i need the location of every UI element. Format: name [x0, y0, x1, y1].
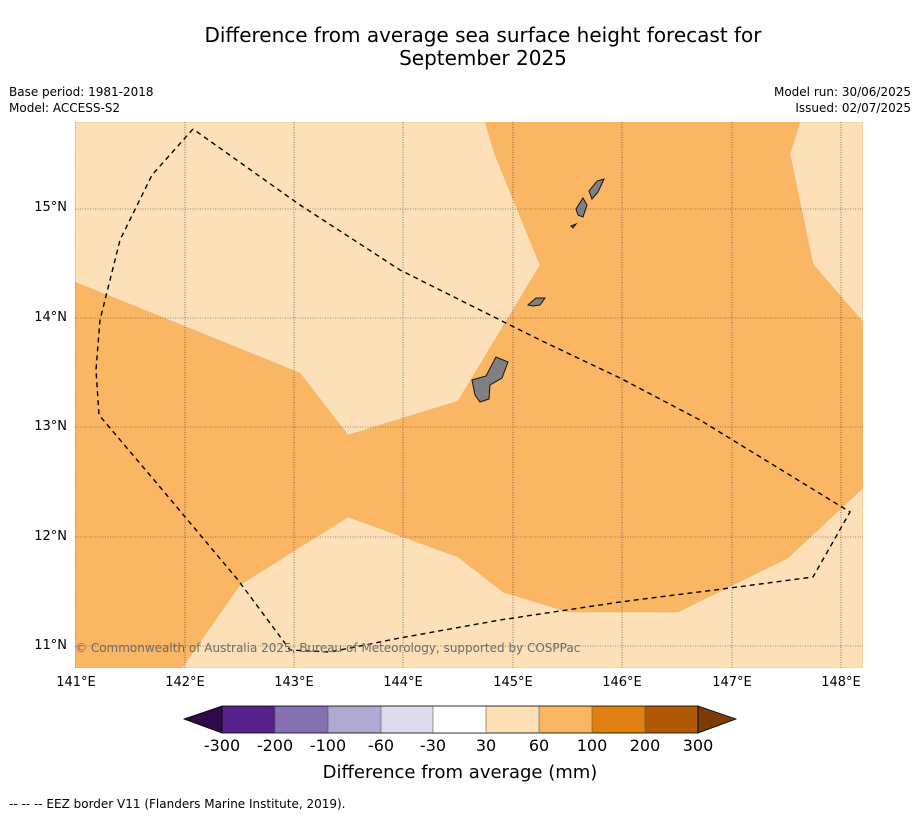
copyright-notice: © Commonwealth of Australia 2025, Bureau…: [75, 641, 581, 655]
aguijan-island: [570, 222, 578, 229]
lon-label-144e: 144°E: [383, 675, 423, 690]
eez-border: [95, 128, 851, 653]
colorbar-tick-6: 30: [475, 736, 497, 755]
colorbar-bin-2: [275, 706, 328, 733]
base-period: Base period: 1981-2018: [9, 85, 154, 99]
colorbar-bin-5: [433, 706, 486, 733]
field-30-60-northeast: [789, 122, 863, 323]
saipan-island: [588, 178, 605, 200]
lat-label-11n: 11°N: [34, 638, 67, 653]
lon-label-148e: 148°E: [821, 675, 861, 690]
colorbar-tick-7: 60: [528, 736, 550, 755]
graticule: [75, 122, 863, 668]
colorbar-tick-2: -200: [256, 736, 294, 755]
lat-label-12n: 12°N: [34, 529, 67, 544]
colorbar-tick-3: -100: [309, 736, 347, 755]
colorbar-tick-4: -60: [367, 736, 395, 755]
colorbar-bin-6: [486, 706, 539, 733]
colorbar-bin-9: [645, 706, 698, 733]
colorbar-bin-8: [592, 706, 645, 733]
colorbar-bin-4: [381, 706, 433, 733]
lon-label-145e: 145°E: [493, 675, 533, 690]
issued-date: Issued: 02/07/2025: [795, 101, 911, 115]
map-title-line-2: September 2025: [399, 46, 567, 70]
model-name: Model: ACCESS-S2: [9, 101, 121, 115]
colorbar-tick-1: -300: [203, 736, 241, 755]
lat-label-14n: 14°N: [34, 310, 67, 325]
colorbar-title: Difference from average (mm): [322, 762, 598, 783]
rota-island: [526, 297, 546, 307]
tinian-island: [575, 197, 588, 218]
colorbar-bin-1: [222, 706, 275, 733]
colorbar-tick-9: 200: [629, 736, 661, 755]
colorbar-tick-10: 300: [682, 736, 714, 755]
model-run-date: Model run: 30/06/2025: [773, 85, 911, 99]
metadata-right: Model run: 30/06/2025 Issued: 02/07/2025: [774, 84, 911, 116]
colorbar-tick-8: 100: [576, 736, 608, 755]
colorbar-bin-3: [328, 706, 381, 733]
guam-island: [471, 356, 509, 403]
colorbar-tick-5: -30: [419, 736, 447, 755]
colorbar-outline: [221, 705, 699, 734]
colorbar-bin-7: [539, 706, 592, 733]
field-30-60-north: [75, 122, 541, 436]
lat-label-15n: 15°N: [34, 200, 67, 215]
colorbar: [182, 705, 738, 734]
map-title-line-1: Difference from average sea surface heig…: [204, 23, 762, 47]
lon-label-146e: 146°E: [602, 675, 642, 690]
lat-label-13n: 13°N: [34, 419, 67, 434]
metadata-left: Base period: 1981-2018 Model: ACCESS-S2: [9, 84, 154, 116]
eez-legend-note: -- -- -- EEZ border V11 (Flanders Marine…: [9, 797, 346, 811]
colorbar-extend-max: [697, 705, 738, 734]
colorbar-extend-min: [182, 705, 223, 734]
map-area: [75, 122, 863, 668]
lon-label-142e: 142°E: [165, 675, 205, 690]
field-30-60-south: [181, 487, 863, 668]
lon-label-143e: 143°E: [274, 675, 314, 690]
lon-label-147e: 147°E: [712, 675, 752, 690]
lon-label-141e: 141°E: [56, 675, 96, 690]
